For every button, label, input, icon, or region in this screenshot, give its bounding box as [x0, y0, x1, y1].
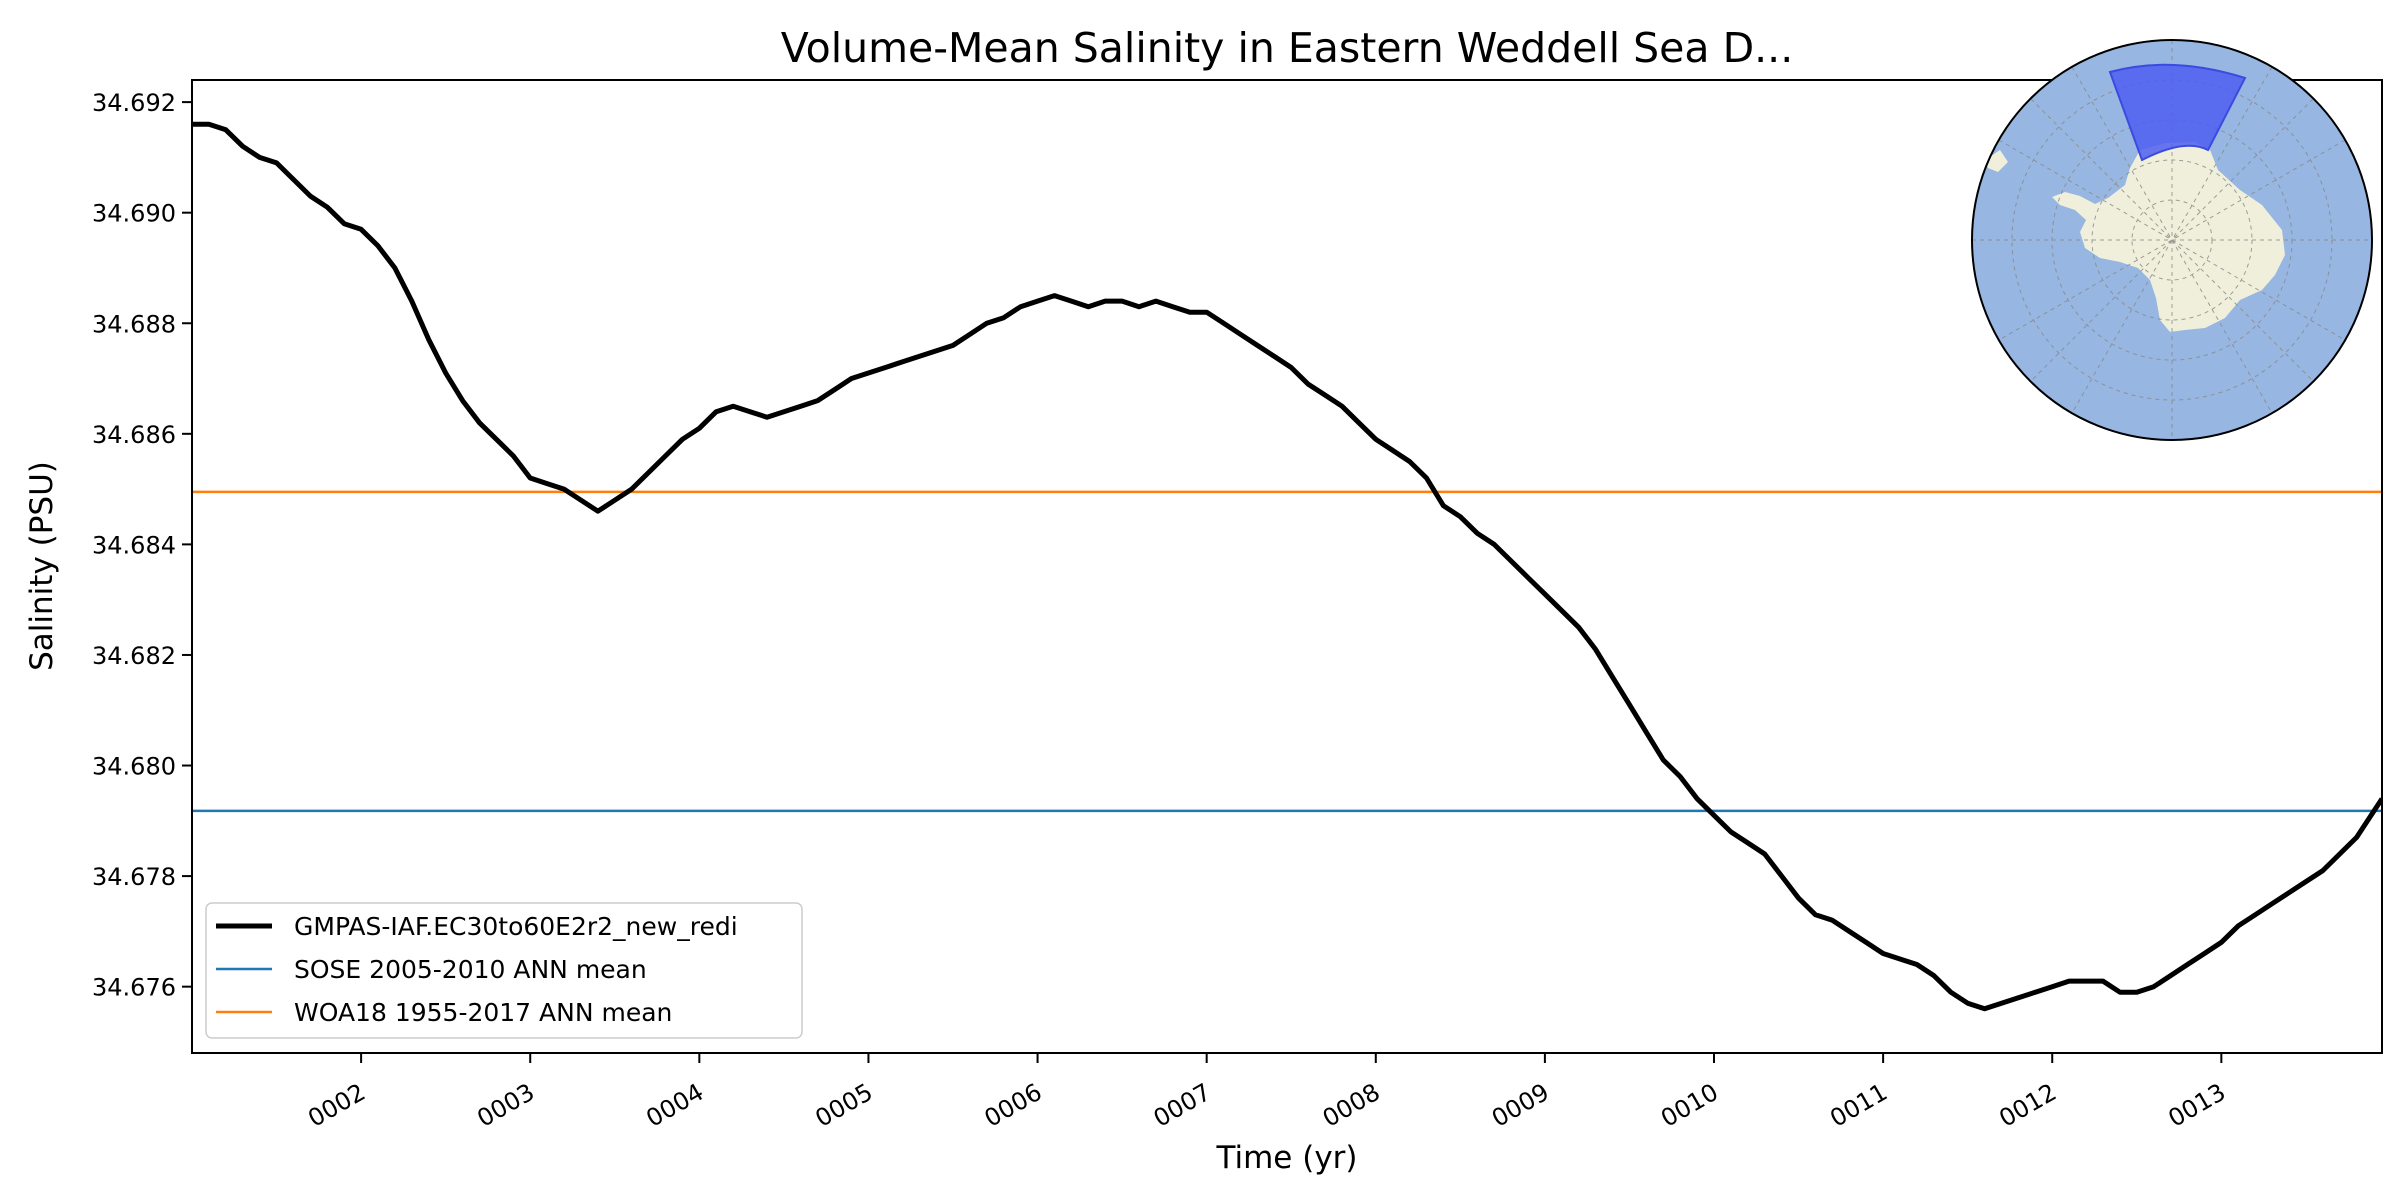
y-axis-label: Salinity (PSU) [24, 461, 60, 671]
y-tick-label: 34.680 [92, 753, 176, 781]
legend-box [205, 902, 803, 1039]
y-tick-label: 34.690 [92, 200, 176, 228]
y-tick-label: 34.678 [92, 863, 176, 891]
x-axis: 0002 0003 0004 0005 0006 0007 0008 0009 0010 0011… [303, 1053, 2230, 1133]
y-tick-label: 34.692 [92, 89, 176, 117]
y-tick-label: 34.684 [92, 531, 176, 559]
x-axis-label: Time (yr) [1216, 1140, 1358, 1176]
y-tick-label: 34.676 [92, 974, 176, 1002]
legend-label-1: SOSE 2005-2010 ANN mean [294, 955, 647, 984]
x-tick-label: 0002 [303, 1078, 370, 1133]
y-tick-label: 34.686 [92, 421, 176, 449]
inset-map-land-south-america [1985, 150, 2008, 172]
legend: GMPAS-IAF.EC30to60E2r2_new_redi SOSE 2005… [205, 902, 803, 1039]
x-tick-label: 0011 [1825, 1078, 1892, 1133]
x-tick-label: 0007 [1149, 1078, 1216, 1133]
y-axis: 34.676 34.678 34.680 34.682 34.684 34.686 34.6… [92, 89, 192, 1002]
x-tick-label: 0008 [1318, 1078, 1385, 1133]
x-tick-label: 0005 [811, 1078, 878, 1133]
series-layer [192, 121, 2382, 1012]
series-line-0 [192, 121, 2382, 1012]
y-tick-label: 34.688 [92, 310, 176, 338]
x-tick-label: 0013 [2163, 1078, 2230, 1133]
x-tick-label: 0004 [641, 1078, 708, 1133]
y-tick-label: 34.682 [92, 642, 176, 670]
inset-map-region-eastern-weddell [2108, 63, 2247, 162]
inset-map-antarctica [1971, 39, 2373, 441]
x-tick-label: 0010 [1656, 1078, 1723, 1133]
x-tick-label: 0012 [1994, 1078, 2061, 1133]
chart-title: Volume-Mean Salinity in Eastern Weddell … [781, 24, 1794, 72]
legend-label-0: GMPAS-IAF.EC30to60E2r2_new_redi [294, 912, 738, 941]
plot-frame [191, 79, 2383, 1054]
legend-label-2: WOA18 1955-2017 ANN mean [294, 998, 672, 1027]
x-tick-label: 0006 [980, 1078, 1047, 1133]
x-tick-label: 0003 [472, 1078, 539, 1133]
inset-map-border [1971, 39, 2373, 441]
x-tick-label: 0009 [1487, 1078, 1554, 1133]
